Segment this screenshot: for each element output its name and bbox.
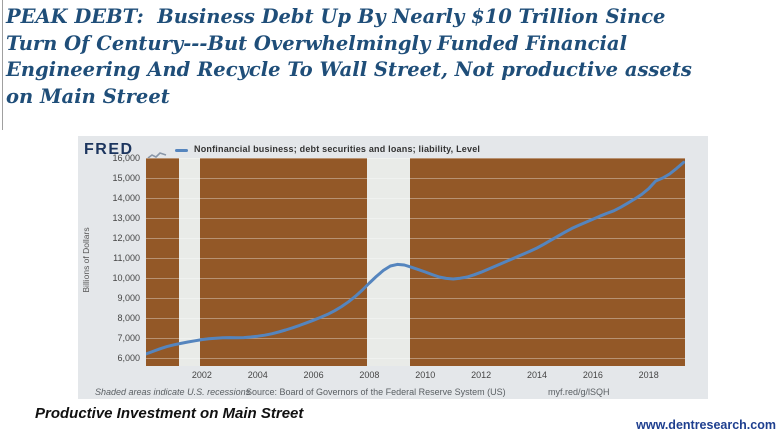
x-tick-label: 2006 — [303, 370, 324, 380]
y-tick-label: 7,000 — [117, 333, 140, 343]
y-gridline — [146, 158, 685, 159]
data-source-note: Source: Board of Governors of the Federa… — [246, 387, 506, 397]
y-tick-label: 10,000 — [112, 273, 140, 283]
left-border-artifact — [2, 0, 3, 130]
y-gridline — [146, 178, 685, 179]
fred-shortlink: myf.red/g/lSQH — [548, 387, 610, 397]
fred-logo: FRED — [84, 141, 134, 158]
y-gridline — [146, 198, 685, 199]
y-gridline — [146, 218, 685, 219]
y-tick-label: 16,000 — [112, 153, 140, 163]
page-title-line: on Main Street — [6, 84, 170, 108]
y-tick-label: 14,000 — [112, 193, 140, 203]
page-title: PEAK DEBT: Business Debt Up By Nearly $1… — [6, 4, 778, 110]
x-tick-label: 2008 — [359, 370, 380, 380]
y-tick-label: 15,000 — [112, 173, 140, 183]
x-tick-label: 2010 — [415, 370, 436, 380]
x-tick-label: 2014 — [526, 370, 547, 380]
y-gridline — [146, 278, 685, 279]
y-gridline — [146, 258, 685, 259]
fred-chart-card: FRED Nonfinancial business; debt securit… — [78, 136, 708, 399]
plot-area — [146, 158, 685, 366]
y-gridline — [146, 238, 685, 239]
legend-label: Nonfinancial business; debt securities a… — [194, 144, 481, 154]
debt-series-line — [146, 160, 685, 356]
x-tick-label: 2012 — [471, 370, 492, 380]
x-axis-tick-labels: 2002 2004 2006 2008 2010 2012 2014 2016 2018 — [146, 370, 685, 382]
x-tick-label: 2018 — [638, 370, 659, 380]
recession-band — [367, 158, 410, 366]
y-gridline — [146, 358, 685, 359]
y-tick-label: 9,000 — [117, 293, 140, 303]
y-tick-label: 12,000 — [112, 233, 140, 243]
fred-sparkline-icon — [147, 147, 167, 165]
x-tick-label: 2002 — [191, 370, 212, 380]
website-url[interactable]: www.dentresearch.com — [636, 418, 776, 432]
y-axis-tick-labels: 6,000 7,000 8,000 9,000 10,000 11,000 12,000 13… — [78, 153, 140, 366]
y-gridline — [146, 338, 685, 339]
x-tick-label: 2004 — [247, 370, 268, 380]
chart-header-row: FRED Nonfinancial business; debt securit… — [78, 141, 708, 159]
recession-band — [178, 158, 200, 366]
y-tick-label: 11,000 — [113, 253, 140, 263]
recession-shading-note: Shaded areas indicate U.S. recessions — [95, 387, 251, 397]
y-tick-label: 13,000 — [112, 213, 140, 223]
chart-footer: Shaded areas indicate U.S. recessions So… — [78, 387, 708, 399]
y-gridline — [146, 298, 685, 299]
y-gridline — [146, 318, 685, 319]
bottom-caption: Productive Investment on Main Street — [35, 405, 304, 422]
x-tick-label: 2016 — [582, 370, 603, 380]
y-tick-label: 8,000 — [117, 313, 140, 323]
y-tick-label: 6,000 — [117, 353, 140, 363]
page-title-line: Turn Of Century---But Overwhelmingly Fun… — [6, 31, 627, 55]
page-title-line: PEAK DEBT: Business Debt Up By Nearly $1… — [6, 5, 666, 28]
legend-line-icon — [175, 149, 188, 152]
page-title-line: Engineering And Recycle To Wall Street, … — [6, 58, 692, 81]
